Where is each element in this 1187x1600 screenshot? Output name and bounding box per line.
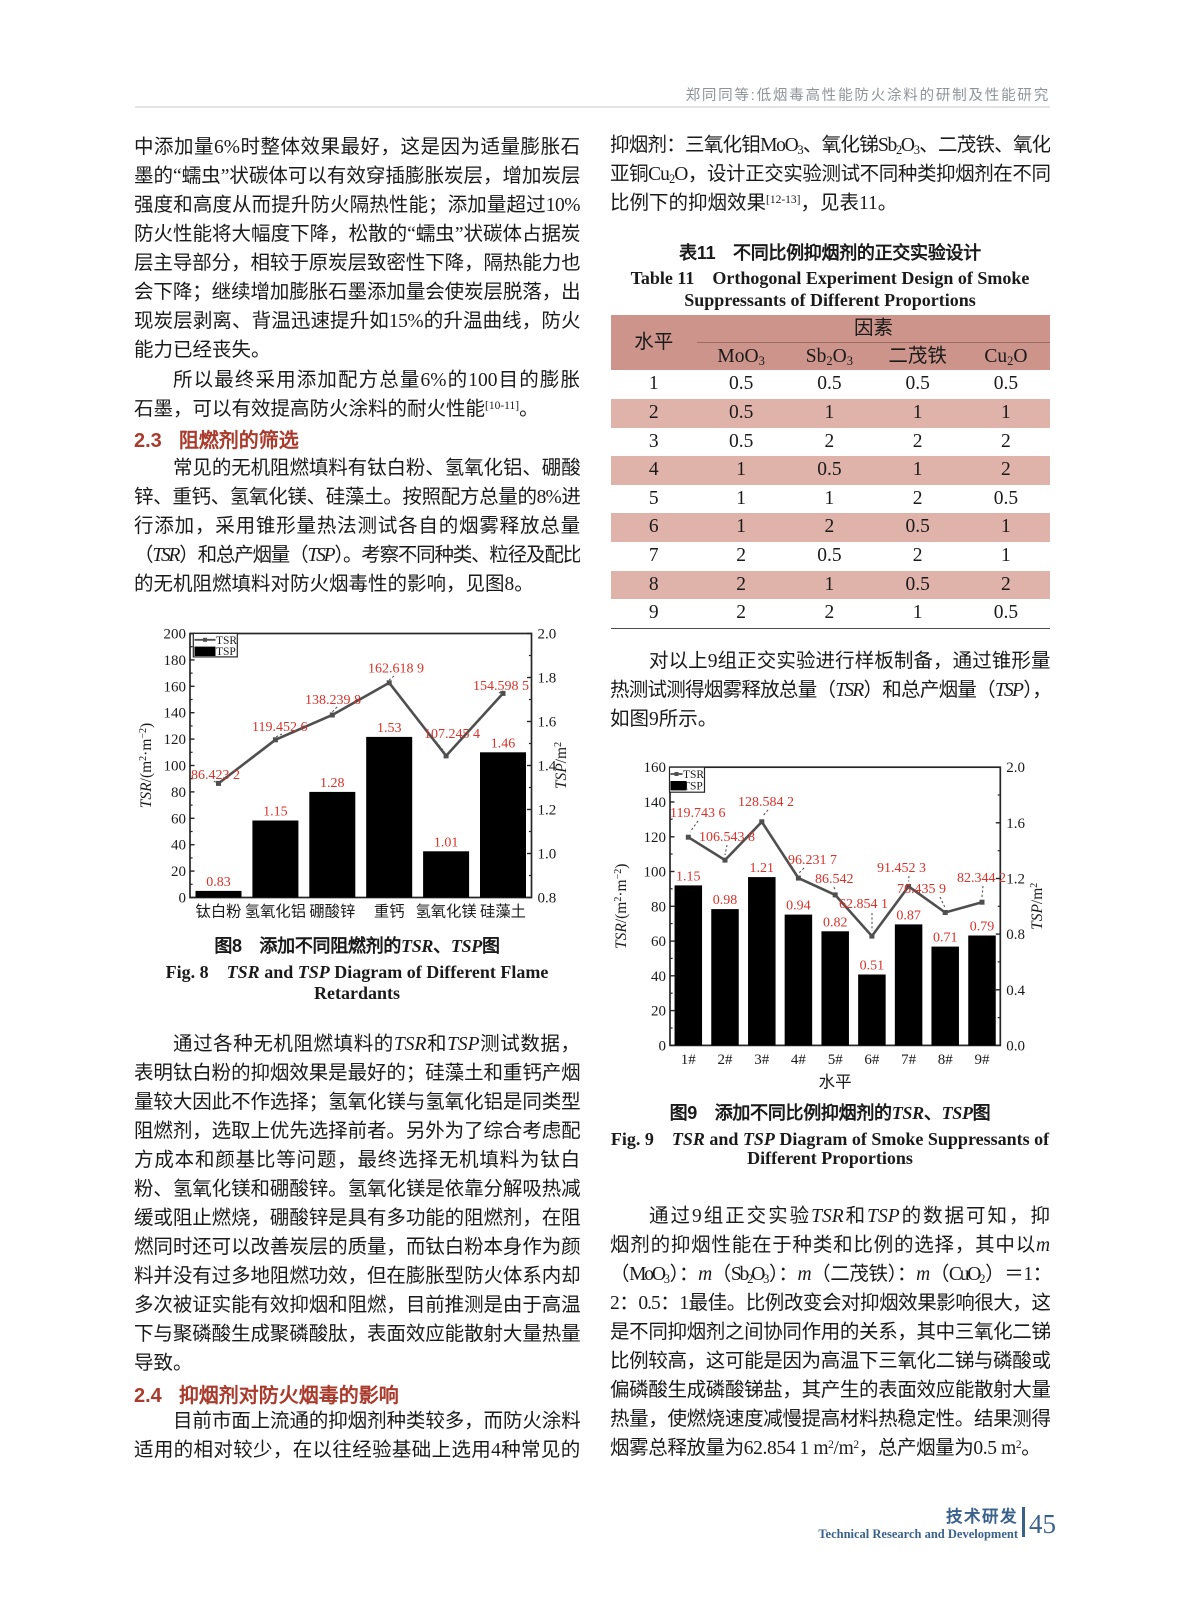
svg-text:硅藻土: 硅藻土	[480, 904, 526, 921]
svg-text:0: 0	[659, 1038, 667, 1054]
svg-text:2.0: 2.0	[1006, 760, 1025, 776]
svg-text:1.46: 1.46	[491, 736, 516, 751]
svg-text:1.8: 1.8	[538, 671, 557, 687]
svg-text:TSR/(m2·m−2): TSR/(m2·m−2)	[138, 723, 156, 808]
svg-text:TSP/m2: TSP/m2	[1029, 883, 1047, 930]
svg-text:1.2: 1.2	[1006, 872, 1025, 888]
svg-text:4#: 4#	[791, 1052, 807, 1068]
svg-text:氢氧化铝: 氢氧化铝	[245, 904, 306, 921]
svg-text:40: 40	[171, 838, 186, 854]
svg-text:2.0: 2.0	[538, 627, 557, 643]
svg-text:140: 140	[164, 706, 187, 722]
svg-text:200: 200	[164, 627, 187, 643]
svg-text:硼酸锌: 硼酸锌	[309, 904, 355, 921]
svg-text:128.584 2: 128.584 2	[738, 795, 794, 810]
svg-text:6#: 6#	[864, 1052, 880, 1068]
svg-text:154.598 5: 154.598 5	[473, 679, 529, 694]
svg-text:60: 60	[651, 934, 666, 950]
svg-text:120: 120	[644, 830, 667, 846]
svg-text:0.8: 0.8	[538, 891, 557, 907]
svg-text:62.854 1: 62.854 1	[839, 897, 888, 912]
svg-text:0.82: 0.82	[823, 915, 848, 930]
svg-text:7#: 7#	[901, 1052, 917, 1068]
svg-text:0.98: 0.98	[713, 893, 738, 908]
svg-text:86.542: 86.542	[815, 872, 854, 887]
svg-text:0.94: 0.94	[786, 899, 811, 914]
svg-text:1.0: 1.0	[538, 847, 557, 863]
svg-text:140: 140	[644, 795, 667, 811]
svg-text:1.01: 1.01	[434, 835, 459, 850]
svg-text:9#: 9#	[975, 1052, 991, 1068]
svg-text:80: 80	[171, 785, 186, 801]
svg-text:1.53: 1.53	[377, 721, 402, 736]
svg-text:重钙: 重钙	[374, 904, 405, 921]
svg-text:76.435 9: 76.435 9	[897, 882, 946, 897]
svg-text:82.344 2: 82.344 2	[957, 871, 1006, 886]
svg-text:氢氧化镁: 氢氧化镁	[415, 904, 476, 921]
svg-text:1.2: 1.2	[538, 803, 557, 819]
svg-text:162.618 9: 162.618 9	[368, 662, 424, 677]
svg-text:80: 80	[651, 899, 666, 915]
svg-text:TSR: TSR	[683, 769, 704, 781]
svg-text:91.452 3: 91.452 3	[877, 861, 926, 876]
svg-text:20: 20	[171, 864, 186, 880]
svg-text:160: 160	[164, 679, 187, 695]
svg-text:1.6: 1.6	[538, 715, 557, 731]
svg-text:水平: 水平	[819, 1072, 852, 1091]
svg-text:107.245 4: 107.245 4	[424, 727, 480, 742]
svg-text:1.15: 1.15	[263, 805, 288, 820]
svg-text:TSP: TSP	[683, 781, 703, 793]
svg-text:TSP/m2: TSP/m2	[553, 742, 571, 789]
svg-text:5#: 5#	[828, 1052, 844, 1068]
svg-text:100: 100	[164, 759, 187, 775]
svg-text:1.21: 1.21	[750, 861, 775, 876]
svg-text:0.51: 0.51	[860, 959, 885, 974]
svg-text:1.4: 1.4	[538, 759, 557, 775]
svg-text:0: 0	[179, 891, 187, 907]
svg-text:138.239 8: 138.239 8	[305, 693, 361, 708]
svg-text:0.4: 0.4	[1006, 983, 1025, 999]
svg-text:119.452 6: 119.452 6	[252, 720, 307, 735]
svg-text:1#: 1#	[681, 1052, 697, 1068]
svg-text:TSR/(m2·m−2): TSR/(m2·m−2)	[613, 864, 631, 949]
svg-text:0.71: 0.71	[933, 931, 958, 946]
svg-text:20: 20	[651, 1004, 666, 1020]
svg-text:8#: 8#	[938, 1052, 954, 1068]
svg-text:0.0: 0.0	[1006, 1038, 1025, 1054]
svg-text:TSR: TSR	[216, 635, 237, 647]
svg-text:0.79: 0.79	[970, 920, 995, 935]
svg-text:119.743 6: 119.743 6	[670, 806, 725, 821]
svg-text:160: 160	[644, 760, 667, 776]
svg-text:40: 40	[651, 969, 666, 985]
svg-text:60: 60	[171, 811, 186, 827]
svg-text:180: 180	[164, 653, 187, 669]
svg-text:0.87: 0.87	[896, 908, 921, 923]
svg-text:100: 100	[644, 865, 667, 881]
svg-text:1.28: 1.28	[320, 776, 345, 791]
svg-text:0.83: 0.83	[206, 875, 231, 890]
svg-text:106.543 8: 106.543 8	[699, 830, 755, 845]
svg-text:3#: 3#	[754, 1052, 770, 1068]
svg-text:0.8: 0.8	[1006, 927, 1025, 943]
svg-text:120: 120	[164, 732, 187, 748]
svg-text:96.231 7: 96.231 7	[788, 853, 837, 868]
svg-text:86.423 2: 86.423 2	[191, 768, 240, 783]
svg-text:钛白粉: 钛白粉	[196, 904, 242, 921]
svg-text:TSP: TSP	[216, 646, 236, 658]
svg-text:2#: 2#	[718, 1052, 734, 1068]
svg-text:1.15: 1.15	[676, 869, 701, 884]
svg-text:1.6: 1.6	[1006, 816, 1025, 832]
